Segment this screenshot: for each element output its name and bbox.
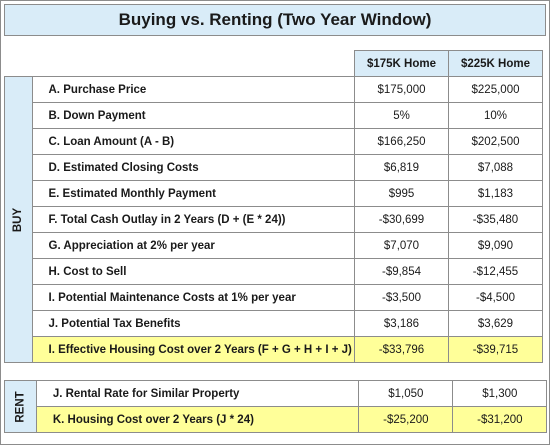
row-label: C. Loan Amount (A - B) — [42, 128, 355, 155]
row-label: K. Housing Cost over 2 Years (J * 24) — [46, 406, 360, 433]
value-225k-home: $1,300 — [452, 380, 548, 407]
table-row: K. Housing Cost over 2 Years (J * 24) -$2… — [5, 406, 548, 433]
rent-table: RENT J. Rental Rate for Similar Property $… — [3, 380, 548, 433]
value-175k-home: $6,819 — [354, 154, 449, 181]
row-label: I. Potential Maintenance Costs at 1% per… — [42, 284, 355, 311]
value-175k-home: 5% — [354, 102, 449, 129]
row-spacer — [32, 206, 43, 233]
row-label: H. Cost to Sell — [42, 258, 355, 285]
row-label: D. Estimated Closing Costs — [42, 154, 355, 181]
value-175k-home: $1,050 — [358, 380, 454, 407]
table-row: B. Down Payment 5% 10% — [5, 102, 543, 129]
row-label: B. Down Payment — [42, 102, 355, 129]
table-row: D. Estimated Closing Costs $6,819 $7,088 — [5, 154, 543, 181]
page-title: Buying vs. Renting (Two Year Window) — [4, 4, 546, 36]
row-label: F. Total Cash Outlay in 2 Years (D + (E … — [42, 206, 355, 233]
row-spacer — [36, 380, 47, 407]
value-175k-home: $995 — [354, 180, 449, 207]
row-spacer — [32, 310, 43, 337]
value-175k-home: -$3,500 — [354, 284, 449, 311]
value-175k-home: $7,070 — [354, 232, 449, 259]
row-label: E. Estimated Monthly Payment — [42, 180, 355, 207]
row-spacer — [32, 284, 43, 311]
value-225k-home: $9,090 — [448, 232, 543, 259]
row-spacer — [32, 336, 43, 363]
buy-table: BUY A. Purchase Price $175,000 $225,000 B. D… — [4, 76, 543, 363]
value-225k-home: -$4,500 — [448, 284, 543, 311]
value-225k-home: -$12,455 — [448, 258, 543, 285]
row-spacer — [32, 102, 43, 129]
table-row: C. Loan Amount (A - B) $166,250 $202,500 — [5, 128, 543, 155]
value-175k-home: $3,186 — [354, 310, 449, 337]
value-175k-home: -$33,796 — [354, 336, 449, 363]
buy-section-label: BUY — [4, 76, 33, 363]
value-225k-home: -$39,715 — [448, 336, 543, 363]
table-row: I. Effective Housing Cost over 2 Years (… — [5, 336, 543, 363]
column-header-225k: $225K Home — [448, 50, 543, 77]
column-header-175k: $175K Home — [354, 50, 449, 77]
row-spacer — [36, 406, 47, 433]
value-225k-home: -$35,480 — [448, 206, 543, 233]
table-row: RENT J. Rental Rate for Similar Property $… — [3, 380, 548, 433]
value-225k-home: $7,088 — [448, 154, 543, 181]
buy-side-label-text: BUY — [12, 207, 25, 232]
table-row: I. Potential Maintenance Costs at 1% per… — [5, 284, 543, 311]
table-row: BUY A. Purchase Price $175,000 $225,000 — [4, 76, 543, 363]
value-225k-home: $3,629 — [448, 310, 543, 337]
value-175k-home: -$25,200 — [358, 406, 454, 433]
value-175k-home: -$9,854 — [354, 258, 449, 285]
value-225k-home: 10% — [448, 102, 543, 129]
rent-section-label: RENT — [3, 380, 38, 433]
row-label: J. Rental Rate for Similar Property — [46, 380, 360, 407]
value-175k-home: $166,250 — [354, 128, 449, 155]
row-spacer — [32, 76, 43, 103]
row-spacer — [32, 180, 43, 207]
value-225k-home: $225,000 — [448, 76, 543, 103]
row-spacer — [32, 258, 43, 285]
value-225k-home: $202,500 — [448, 128, 543, 155]
row-spacer — [32, 128, 43, 155]
value-225k-home: -$31,200 — [452, 406, 548, 433]
table-row: G. Appreciation at 2% per year $7,070 $9,0… — [5, 232, 543, 259]
value-225k-home: $1,183 — [448, 180, 543, 207]
row-label: G. Appreciation at 2% per year — [42, 232, 355, 259]
row-label: J. Potential Tax Benefits — [42, 310, 355, 337]
table-row: F. Total Cash Outlay in 2 Years (D + (E … — [5, 206, 543, 233]
value-175k-home: $175,000 — [354, 76, 449, 103]
table-row: E. Estimated Monthly Payment $995 $1,183 — [5, 180, 543, 207]
value-175k-home: -$30,699 — [354, 206, 449, 233]
row-label: A. Purchase Price — [42, 76, 355, 103]
rent-side-label-text: RENT — [14, 390, 27, 423]
row-label: I. Effective Housing Cost over 2 Years (… — [42, 336, 355, 363]
table-row: J. Potential Tax Benefits $3,186 $3,629 — [5, 310, 543, 337]
table-row: H. Cost to Sell -$9,854 -$12,455 — [5, 258, 543, 285]
column-header-table: $175K Home $225K Home — [354, 50, 543, 77]
row-spacer — [32, 232, 43, 259]
row-spacer — [32, 154, 43, 181]
